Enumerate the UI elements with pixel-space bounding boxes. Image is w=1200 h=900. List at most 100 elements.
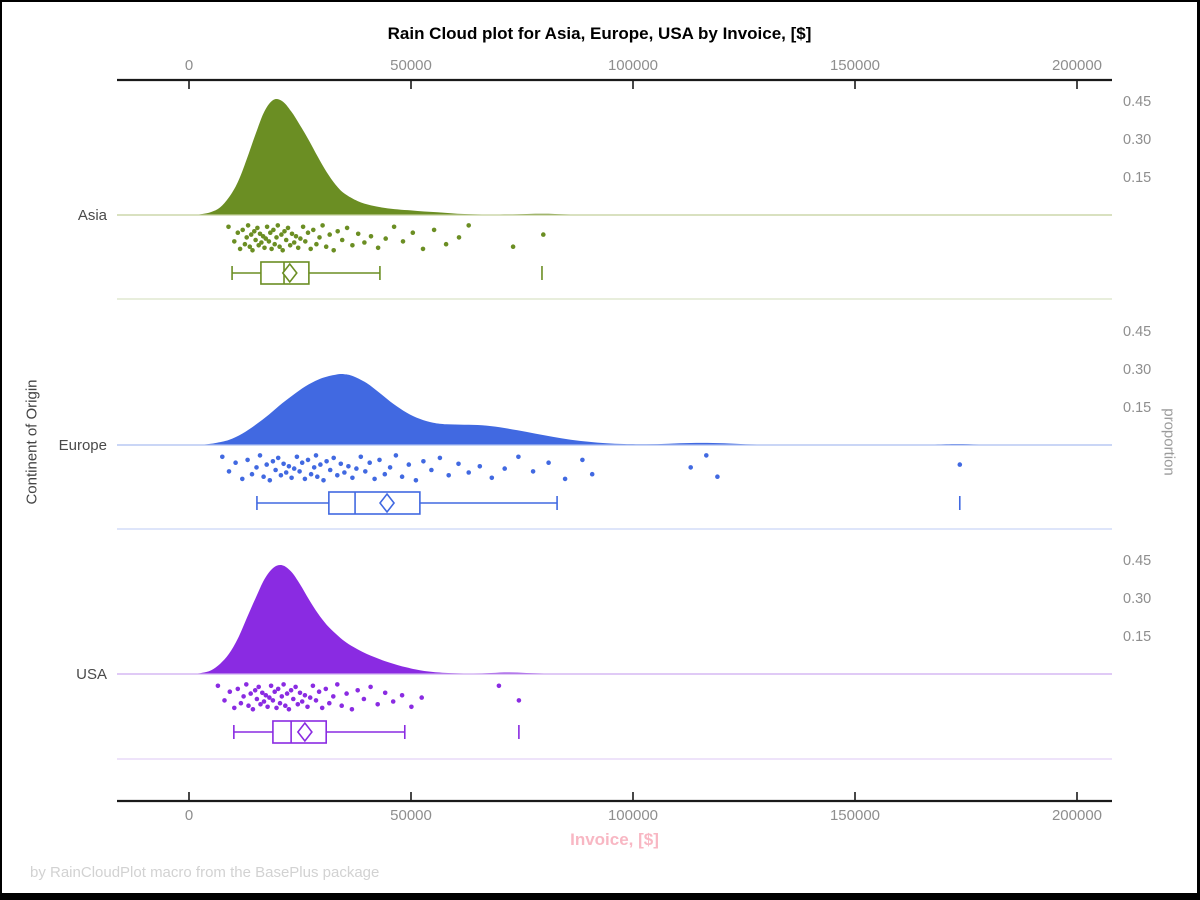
rain-point bbox=[589, 471, 595, 477]
rain-point bbox=[215, 683, 221, 689]
rain-point bbox=[245, 223, 251, 228]
proportion-tick-label: 0.30 bbox=[1123, 362, 1151, 378]
rain-point bbox=[255, 225, 260, 231]
rain-point bbox=[240, 476, 245, 482]
rain-points bbox=[220, 453, 963, 483]
rain-point bbox=[279, 694, 285, 699]
rain-point bbox=[446, 473, 452, 478]
rain-point bbox=[429, 467, 434, 473]
rain-point bbox=[399, 693, 405, 698]
rain-point bbox=[254, 696, 260, 702]
rain-point bbox=[308, 471, 314, 477]
top-axis-tick-label: 200000 bbox=[1052, 57, 1102, 74]
box-plot bbox=[231, 261, 543, 285]
rain-point bbox=[338, 461, 344, 467]
rain-point bbox=[375, 702, 381, 707]
rain-point bbox=[315, 474, 320, 480]
bottom-axis-tick-label: 100000 bbox=[608, 807, 658, 824]
y-axis-label-left: Continent of Origin bbox=[23, 379, 41, 505]
rain-points bbox=[226, 223, 546, 253]
rain-point bbox=[256, 684, 261, 690]
chart-title: Rain Cloud plot for Asia, Europe, USA by… bbox=[387, 24, 812, 43]
rain-point bbox=[274, 705, 279, 711]
rain-point bbox=[260, 690, 265, 696]
rain-point bbox=[288, 688, 294, 693]
rain-point bbox=[321, 478, 326, 483]
rain-point bbox=[295, 245, 301, 251]
rain-point bbox=[277, 700, 283, 706]
rain-point bbox=[227, 689, 233, 694]
rain-point bbox=[339, 703, 345, 708]
rain-point bbox=[254, 465, 259, 470]
rain-point bbox=[294, 454, 300, 460]
rain-point bbox=[368, 234, 374, 239]
rain-point bbox=[327, 700, 332, 706]
rain-point bbox=[342, 470, 347, 475]
rain-point bbox=[241, 694, 246, 699]
rain-point bbox=[308, 246, 314, 252]
rain-point bbox=[282, 229, 287, 234]
proportion-tick-label: 0.15 bbox=[1123, 400, 1151, 416]
rain-point bbox=[530, 469, 536, 474]
rain-point bbox=[274, 235, 279, 240]
mean-diamond bbox=[281, 262, 298, 284]
rain-point bbox=[220, 454, 225, 460]
rain-point bbox=[443, 241, 449, 247]
rain-point bbox=[285, 225, 291, 231]
rain-point bbox=[318, 462, 323, 467]
rain-point bbox=[289, 231, 295, 237]
rain-point bbox=[267, 695, 272, 700]
rain-point bbox=[313, 698, 319, 703]
category-label: Asia bbox=[78, 207, 108, 224]
rain-point bbox=[419, 695, 425, 700]
rain-point bbox=[390, 699, 396, 704]
top-axis-tick-label: 50000 bbox=[390, 57, 432, 74]
density-curve bbox=[193, 565, 562, 674]
rain-point bbox=[289, 475, 294, 481]
rain-point bbox=[489, 475, 495, 481]
rain-point bbox=[283, 703, 288, 708]
rain-point bbox=[305, 704, 310, 710]
rain-point bbox=[335, 682, 340, 687]
rain-point bbox=[238, 700, 244, 706]
rain-point bbox=[268, 683, 274, 689]
rain-point bbox=[264, 224, 270, 230]
box-plot bbox=[233, 720, 520, 744]
rain-point bbox=[363, 469, 368, 474]
rain-point bbox=[331, 248, 337, 253]
rain-point bbox=[305, 457, 311, 463]
rain-point bbox=[235, 686, 241, 692]
rain-point bbox=[273, 467, 278, 473]
rain-point bbox=[391, 224, 397, 230]
rain-point bbox=[310, 683, 316, 689]
rain-point bbox=[237, 246, 243, 252]
rain-point bbox=[291, 696, 296, 702]
rain-point bbox=[367, 460, 373, 466]
rain-point bbox=[297, 690, 303, 696]
rain-point bbox=[320, 223, 325, 228]
category-label: USA bbox=[76, 666, 107, 683]
top-axis-tick-label: 0 bbox=[185, 57, 193, 74]
rain-point bbox=[344, 691, 349, 696]
rain-point bbox=[580, 457, 585, 463]
rain-point bbox=[327, 467, 333, 473]
rain-point bbox=[259, 240, 264, 245]
rain-point bbox=[275, 223, 281, 228]
rain-point bbox=[263, 693, 269, 698]
rain-point bbox=[406, 462, 412, 467]
rain-point bbox=[226, 469, 232, 474]
rain-point bbox=[350, 475, 355, 481]
rain-point bbox=[226, 224, 231, 230]
rain-point bbox=[456, 461, 461, 467]
rain-point bbox=[375, 245, 381, 251]
rain-point bbox=[510, 244, 516, 249]
proportion-tick-label: 0.15 bbox=[1123, 170, 1151, 186]
rain-point bbox=[293, 234, 299, 239]
category-label: Europe bbox=[59, 437, 107, 454]
rain-point bbox=[233, 460, 238, 466]
bottom-axis-tick-label: 50000 bbox=[390, 807, 432, 824]
rain-point bbox=[477, 464, 483, 469]
rain-point bbox=[516, 698, 522, 703]
box-plot bbox=[256, 491, 961, 515]
